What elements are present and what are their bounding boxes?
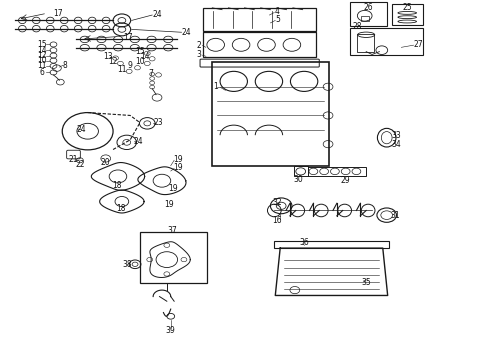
Text: 17: 17 [123,33,133,42]
Text: 35: 35 [361,278,371,287]
Text: 17: 17 [53,9,63,18]
Text: 29: 29 [341,176,350,185]
Text: 9: 9 [128,62,133,71]
Text: 19: 19 [168,184,177,193]
Bar [308,167,366,176]
Text: 34: 34 [392,140,401,149]
Text: 39: 39 [166,326,175,335]
Bar [361,17,368,21]
Text: 28: 28 [353,22,362,31]
Text: 25: 25 [402,3,412,12]
Text: 7: 7 [149,69,154,78]
Text: 20: 20 [101,158,111,167]
Bar [203,8,316,31]
Text: 16: 16 [272,216,282,225]
Bar [294,166,308,176]
Text: 4: 4 [274,7,279,16]
Text: 38: 38 [122,260,132,269]
Text: 24: 24 [76,125,86,134]
Text: 26: 26 [364,3,373,12]
Text: 14: 14 [140,53,149,62]
Text: 5: 5 [276,15,281,24]
Text: 22: 22 [75,160,85,169]
Text: 31: 31 [391,211,400,220]
Text: 1: 1 [213,82,218,91]
Text: 19: 19 [173,163,182,172]
Text: 10: 10 [37,56,47,65]
Text: 23: 23 [153,118,163,127]
Text: 11: 11 [37,62,47,71]
Text: 2: 2 [196,41,201,50]
Bar [203,32,316,57]
Text: 14: 14 [37,46,47,55]
Text: 6: 6 [40,68,45,77]
Bar [274,241,389,248]
Text: 8: 8 [63,61,68,70]
Bar [350,28,423,55]
Text: 24: 24 [182,28,191,37]
Text: 12: 12 [37,51,47,60]
Text: 37: 37 [168,226,177,235]
Text: 11: 11 [117,65,126,74]
Text: 30: 30 [294,175,304,184]
Bar [140,232,207,283]
Text: 13: 13 [103,52,113,61]
Text: 27: 27 [414,40,423,49]
Text: 18: 18 [116,204,125,213]
Bar [357,35,374,51]
Text: 3: 3 [196,50,201,59]
Text: 10: 10 [135,57,145,66]
Text: 19: 19 [173,155,182,164]
Bar [212,62,329,166]
Bar [350,3,387,26]
Bar [392,4,423,25]
Text: 32: 32 [272,198,282,207]
Text: 15: 15 [37,40,47,49]
Text: 36: 36 [300,238,310,247]
Text: 19: 19 [165,200,174,209]
Text: 15: 15 [135,47,145,56]
Text: 12: 12 [108,57,118,66]
Text: 18: 18 [112,181,122,190]
Text: 24: 24 [152,10,162,19]
Text: 24: 24 [134,137,143,146]
Text: 21: 21 [68,155,78,164]
Text: 33: 33 [392,131,401,140]
